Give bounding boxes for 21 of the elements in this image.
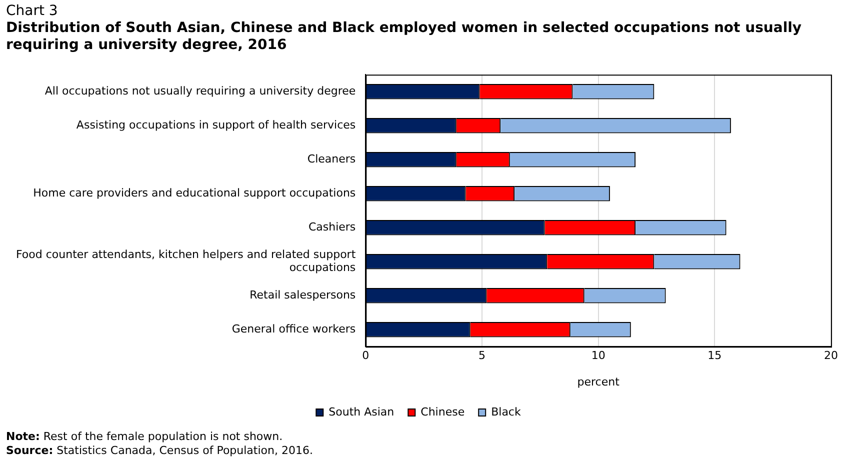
y-tick-label: Cashiers xyxy=(308,220,356,234)
y-tick-label: All occupations not usually requiring a university degree xyxy=(44,84,356,98)
y-tick-label: General office workers xyxy=(232,322,356,336)
y-tick-label: Assisting occupations in support of health services xyxy=(76,118,356,132)
y-tick-label: Retail salespersons xyxy=(250,288,356,302)
text: Note: Rest of the female population is not shown. xyxy=(6,430,284,444)
x-tick-label: 20 xyxy=(824,349,838,362)
source-note: Source: Statistics Canada, Census of Population, 2016. xyxy=(6,444,313,458)
text: Chart 3 xyxy=(6,3,58,19)
x-tick-label: 10 xyxy=(591,349,606,362)
legend-label: South Asian xyxy=(328,405,394,418)
x-tick-label: 5 xyxy=(478,349,486,362)
y-tick-label: Food counter attendants, kitchen helpers and related support occupations xyxy=(16,248,356,274)
x-tick-label: 15 xyxy=(708,349,722,362)
x-axis-title: percent xyxy=(577,375,620,388)
legend-label: Chinese xyxy=(420,405,465,418)
y-tick-label: Cleaners xyxy=(307,152,356,166)
y-tick-label: Home care providers and educational support occupations xyxy=(33,186,356,200)
x-tick-label: 0 xyxy=(362,349,370,362)
chart-subtitle: Distribution of South Asian, Chinese and Black employed women in selected occupations not usually requiring a university degree, 2016 xyxy=(6,20,803,54)
legend-label: Black xyxy=(491,405,522,418)
